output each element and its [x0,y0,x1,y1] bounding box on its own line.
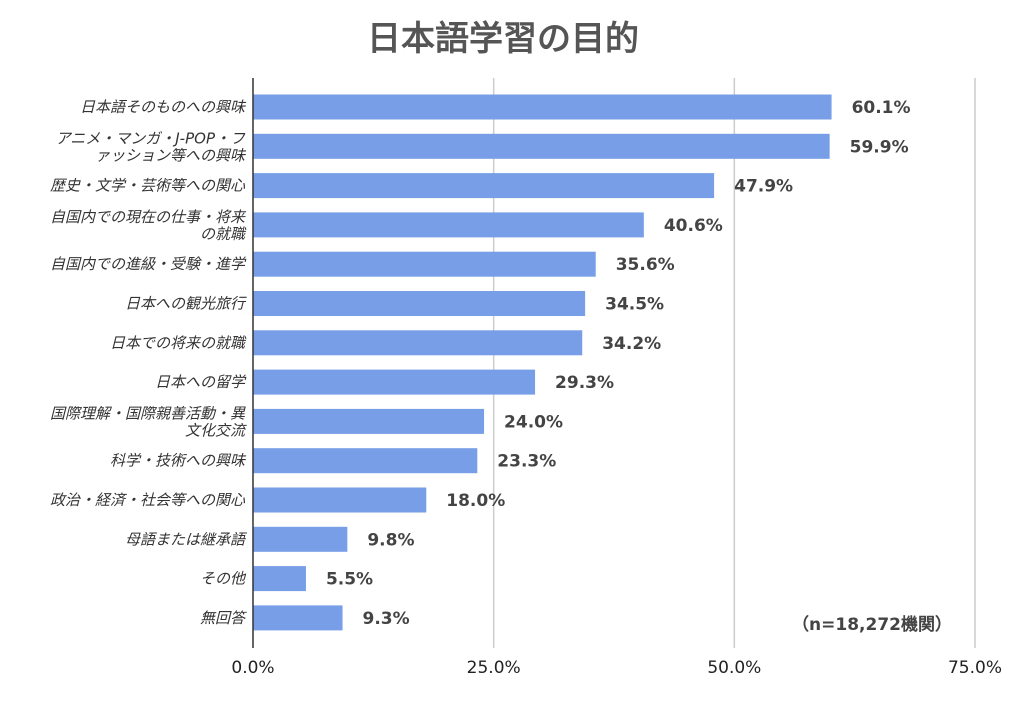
value-label: 9.3% [363,609,410,629]
x-axis-tick-labels: 0.0% 25.0% 50.0% 75.0% [231,658,1002,678]
category-label: 科学・技術への興味 [110,452,247,470]
bar [253,251,596,277]
bar [253,448,478,474]
bar [253,487,427,513]
bar [253,133,830,159]
bars [253,94,832,631]
category-label: アニメ・マンガ・J-POP・フ [56,129,246,147]
value-label: 34.2% [602,334,661,354]
x-tick-label: 25.0% [467,658,521,678]
value-label: 35.6% [616,255,675,275]
value-label: 5.5% [326,570,373,590]
category-label: 日本語そのものへの興味 [80,98,247,116]
category-label: 国際理解・国際親善活動・異 [50,404,246,422]
category-label: 無回答 [200,609,247,627]
value-label: 60.1% [852,98,911,118]
chart-title: 日本語学習の目的 [367,19,639,59]
bar [253,291,586,316]
bar [253,94,832,120]
bar [253,605,343,631]
category-label: 日本への留学 [155,373,247,391]
value-label: 59.9% [850,137,909,157]
value-label: 23.3% [497,452,556,472]
category-label: 自国内での進級・受験・進学 [50,255,247,273]
value-label: 18.0% [446,491,505,511]
bar [253,369,536,395]
category-label: 日本への観光旅行 [125,295,247,313]
value-label: 40.6% [664,216,723,236]
grid-lines [492,78,976,648]
category-label: の就職 [200,225,247,243]
value-label: 47.9% [734,177,793,197]
category-label: その他 [200,570,247,588]
value-label: 29.3% [555,373,614,393]
bar [253,173,715,199]
category-label: 日本での将来の就職 [110,334,247,352]
x-tick-label: 75.0% [948,658,1002,678]
value-label: 24.0% [504,412,563,432]
category-label: 歴史・文学・芸術等への関心 [50,177,246,195]
bar [253,212,644,238]
bar [253,566,306,592]
x-tick-label: 0.0% [231,658,274,678]
bar [253,526,348,552]
sample-size-note: （n=18,272機関） [792,614,952,635]
value-label: 34.5% [605,295,664,315]
category-labels: 日本語そのものへの興味アニメ・マンガ・J-POP・ファッション等への興味歴史・文… [50,98,248,627]
bar [253,330,583,356]
bar [253,408,485,434]
x-tick-label: 50.0% [707,658,761,678]
category-label: 文化交流 [185,421,247,439]
value-labels: 60.1% 59.9% 47.9% 40.6% 35.6% 34.5% 34.2% 29.3%… [326,98,911,629]
category-label: 母語または継承語 [125,530,248,548]
value-label: 9.8% [367,530,414,550]
category-label: 政治・経済・社会等への関心 [50,491,246,509]
category-label: ァッション等への興味 [95,146,247,164]
category-label: 自国内での現在の仕事・将来 [50,208,247,226]
